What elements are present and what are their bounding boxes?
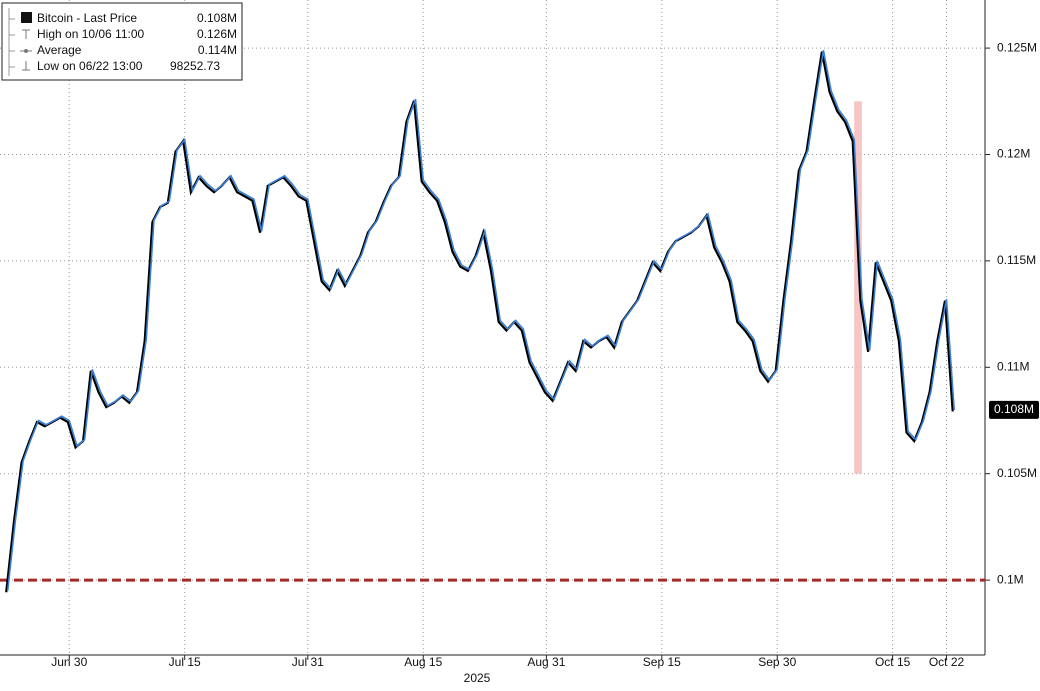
x-tick-label: Jul 15 xyxy=(169,655,201,669)
y-tick-label: 0.115M xyxy=(997,253,1036,267)
plot xyxy=(0,0,990,660)
legend-icon xyxy=(22,29,30,39)
x-tick-label: Aug 31 xyxy=(527,655,565,669)
y-tick-label: 0.12M xyxy=(997,147,1030,161)
legend-label: Average xyxy=(37,43,82,57)
legend-swatch xyxy=(21,12,32,23)
legend-value: 0.126M xyxy=(197,27,237,41)
x-year-label: 2025 xyxy=(464,671,491,685)
x-tick-label: Jul 31 xyxy=(292,655,324,669)
highlight-band xyxy=(854,101,862,474)
legend-label: Low on 06/22 13:00 xyxy=(37,59,143,73)
legend-label: High on 10/06 11:00 xyxy=(37,27,145,41)
legend-icon xyxy=(22,61,30,71)
y-tick-label: 0.1M xyxy=(997,572,1024,586)
y-tick-label: 0.125M xyxy=(997,40,1037,54)
legend-box xyxy=(1,2,243,81)
legend-value: 0.114M xyxy=(198,43,237,57)
y-tick-label: 0.11M xyxy=(997,359,1029,373)
legend-tree xyxy=(8,8,15,76)
legend-icon xyxy=(24,49,28,53)
x-tick-label: Sep 15 xyxy=(643,655,681,669)
legend-value: 0.108M xyxy=(197,11,237,25)
y-tick-label: 0.105M xyxy=(997,466,1037,480)
x-tick-label: Oct 22 xyxy=(929,655,965,669)
x-tick-label: Sep 30 xyxy=(758,655,796,669)
x-tick-label: Oct 15 xyxy=(875,655,911,669)
legend-value: 98252.73 xyxy=(170,59,220,73)
legend-label: Bitcoin - Last Price xyxy=(37,11,137,25)
x-tick-label: Jun 30 xyxy=(51,655,87,669)
line xyxy=(6,50,955,591)
last-price-label: 0.108M xyxy=(994,402,1034,416)
last-price-badge xyxy=(989,400,1039,419)
x-tick-label: Aug 15 xyxy=(404,655,442,669)
legend: Bitcoin - Last Price 0.108M High on 10/0… xyxy=(1,2,243,81)
